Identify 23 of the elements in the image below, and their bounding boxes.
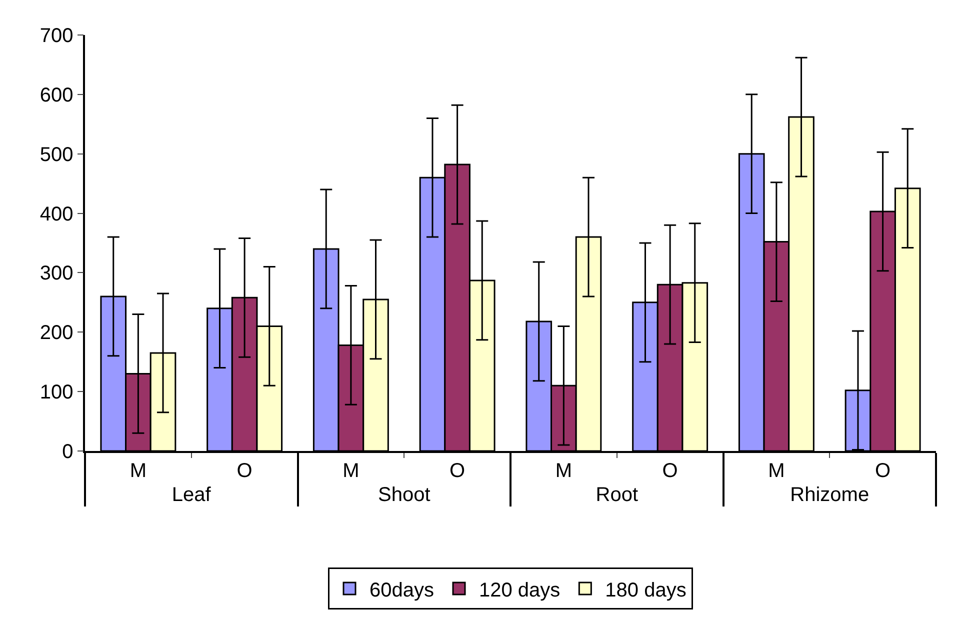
x-tick-label: M [555, 460, 572, 482]
y-tick-label: 0 [62, 441, 74, 463]
y-tick-label: 600 [40, 84, 74, 106]
x-tick-label: M [768, 460, 785, 482]
y-tick-label: 200 [40, 322, 74, 344]
legend-label: 120 days [479, 579, 560, 602]
text: Rhizome [790, 484, 870, 506]
x-tick-label: O [450, 460, 466, 482]
text: Shoot [378, 484, 431, 506]
y-tick-label: 700 [40, 25, 74, 47]
x-tick-label: O [875, 460, 891, 482]
x-tick-label: O [236, 460, 252, 482]
legend-label: 180 days [605, 579, 686, 602]
x-tick-label: M [342, 460, 360, 482]
legend-label: 60days [370, 579, 434, 602]
y-tick-label: 100 [40, 382, 74, 404]
x-tick-label: M [130, 460, 147, 482]
y-tick-label: 300 [40, 262, 74, 285]
y-tick-label: 500 [40, 144, 74, 166]
x-tick-label: O [662, 460, 678, 482]
text: Root [596, 484, 638, 506]
y-tick-label: 400 [40, 203, 74, 226]
text: Leaf [172, 484, 212, 506]
